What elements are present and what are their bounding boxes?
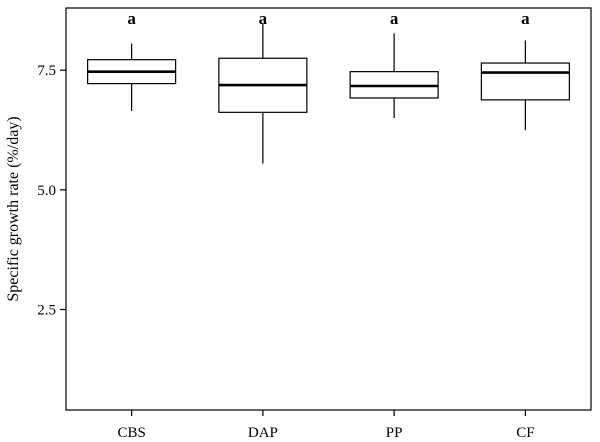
x-tick-label: CBS [117, 425, 145, 441]
x-axis: CBS DAP PP CF [117, 410, 535, 441]
y-axis: 2.5 5.0 7.5 [37, 63, 66, 319]
box-dap: a [218, 9, 308, 164]
significance-letter: a [259, 9, 268, 28]
y-axis-title: Specific growth rate (%/day) [5, 116, 22, 301]
box-pp: a [349, 9, 439, 119]
box-cf: a [480, 9, 570, 131]
plot-frame [65, 7, 592, 411]
iqr-box [480, 62, 570, 101]
significance-letter: a [390, 9, 399, 28]
significance-letter: a [521, 9, 530, 28]
significance-letter: a [127, 9, 136, 28]
x-tick-label: PP [386, 425, 403, 441]
x-tick-label: CF [516, 425, 534, 441]
x-tick-label: DAP [248, 425, 278, 441]
y-tick-label: 7.5 [37, 63, 56, 79]
box-cbs: a [87, 9, 177, 111]
y-tick-label: 5.0 [37, 183, 56, 199]
y-tick-label: 2.5 [37, 303, 56, 319]
